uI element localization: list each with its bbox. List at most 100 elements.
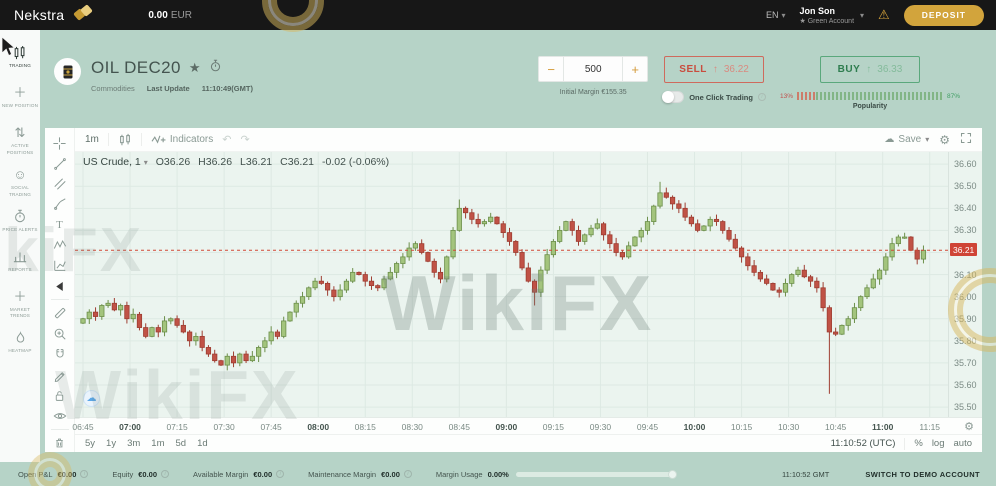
up-down-arrows-icon: ⇅ (14, 125, 26, 140)
price-tick: 35.60 (954, 379, 977, 390)
time-tick: 11:00 (872, 422, 894, 432)
legend-high: H36.26 (198, 156, 233, 168)
brand-logo-icon (72, 3, 94, 28)
plus-icon: ＋ (13, 85, 27, 100)
one-click-trading-toggle[interactable] (662, 91, 685, 103)
forecast-tool[interactable] (49, 257, 71, 275)
indicators-button[interactable]: Indicators (151, 133, 213, 146)
range-3m[interactable]: 3m (127, 438, 141, 449)
info-icon[interactable]: i (757, 93, 766, 101)
brush-tool[interactable] (49, 195, 71, 213)
current-price-label: 36.21 (950, 243, 978, 257)
info-icon[interactable]: i (80, 470, 89, 478)
undo-icon[interactable]: ↶ (222, 134, 232, 146)
last-update-value: 11:10:49(GMT) (201, 84, 253, 93)
quantity-input[interactable] (564, 56, 623, 82)
time-tick: 06:45 (72, 422, 94, 432)
scale-log-button[interactable]: log (931, 438, 945, 449)
save-layout-button[interactable]: ☁ Save ▾ (884, 134, 930, 145)
xabcd-pattern-tool[interactable] (49, 236, 71, 254)
price-tick: 36.10 (954, 269, 977, 280)
time-tick: 10:45 (825, 422, 847, 432)
time-axis[interactable]: ⚙ 06:45 07:00 07:15 07:30 07:45 08:00 08:15 08:… (72, 417, 982, 434)
magnet-tool[interactable] (49, 345, 71, 363)
time-tick: 07:15 (166, 422, 188, 432)
scale-auto-button[interactable]: auto (953, 438, 973, 449)
initial-margin: Initial Margin €155.35 (559, 89, 627, 96)
popularity-label: Popularity (852, 103, 888, 110)
range-1m[interactable]: 1m (151, 438, 165, 449)
topbar: Nekstra 0.00 EUR EN ▾ Jon Son ★ Green Acco… (0, 0, 996, 30)
sidebar-item-social-trading[interactable]: ☺ SOCIAL TRADING (8, 166, 32, 197)
lock-all-tool[interactable] (49, 386, 71, 404)
interval-selector[interactable]: 1m (85, 134, 99, 145)
instrument-category: Commodities (91, 84, 135, 93)
statusbar-item-value: €0.00 (138, 469, 158, 479)
sidebar-item-trading[interactable]: TRADING (0, 40, 40, 80)
arrow-tool[interactable] (49, 277, 71, 295)
chart-settings-gear-icon[interactable]: ⚙ (939, 132, 950, 147)
trend-line-tool[interactable] (49, 154, 71, 172)
statusbar-item: Available Margin €0.00 i (193, 469, 285, 479)
switch-account-button[interactable]: SWITCH TO DEMO ACCOUNT (865, 469, 980, 479)
deposit-button[interactable]: DEPOSIT (903, 4, 984, 26)
oil-barrel-icon (54, 58, 81, 85)
statusbar-item-value: €0.00 (253, 469, 273, 479)
price-tick: 35.70 (954, 357, 977, 368)
quantity-increase-button[interactable]: + (622, 56, 649, 82)
chart-plot-area[interactable]: US Crude, 1 ▾ O36.26 H36.26 L36.21 C36.2… (75, 152, 948, 417)
candle-style-selector[interactable] (118, 133, 132, 147)
zoom-in-tool[interactable] (49, 325, 71, 343)
publish-cloud-icon[interactable]: ☁ (83, 390, 100, 407)
range-1d[interactable]: 1d (197, 438, 208, 449)
redo-icon[interactable]: ↷ (240, 134, 250, 146)
crosshair-tool[interactable] (49, 134, 71, 152)
remove-all-tool[interactable] (49, 434, 71, 452)
sidebar-item-market-trends[interactable]: ＋ MARKET TRENDS (9, 288, 31, 319)
hide-all-tool[interactable] (49, 406, 71, 424)
info-icon[interactable]: i (161, 470, 170, 478)
info-icon[interactable]: i (276, 470, 285, 478)
sidebar-item-price-alerts[interactable]: PRICE ALERTS (0, 204, 40, 244)
sidebar-item-new-position[interactable]: ＋ NEW POSITION (1, 85, 39, 108)
user-menu[interactable]: Jon Son ★ Green Account ▾ (799, 6, 864, 25)
chart-panel: T (45, 128, 982, 452)
warning-icon[interactable]: ⚠ (878, 7, 890, 22)
info-icon[interactable]: i (403, 470, 412, 478)
price-axis[interactable]: 36.6036.5036.4036.3036.2036.1036.0035.90… (948, 152, 982, 417)
buy-button[interactable]: BUY ↑ 36.33 (819, 56, 920, 83)
legend-symbol[interactable]: US Crude, 1 ▾ (83, 156, 148, 168)
parallel-channel-tool[interactable] (49, 175, 71, 193)
time-tick: 08:15 (354, 422, 376, 432)
quantity-decrease-button[interactable]: − (538, 56, 565, 82)
time-tick: 07:45 (260, 422, 282, 432)
statusbar-item: Open P&L €0.00 i (18, 470, 89, 479)
drawing-mode-tool[interactable] (49, 366, 71, 384)
language-selector[interactable]: EN ▾ (765, 10, 786, 20)
scale-percent-button[interactable]: % (914, 438, 923, 449)
alert-stopwatch-icon[interactable] (209, 59, 222, 77)
range-selector: 5y 1y 3m 1m 5d 1d (85, 438, 208, 449)
fullscreen-icon[interactable] (960, 132, 972, 147)
chart-clock[interactable]: 11:10:52 (UTC) (830, 438, 896, 449)
price-tick: 36.40 (954, 203, 977, 214)
axis-settings-gear-icon[interactable]: ⚙ (964, 421, 974, 433)
sidebar-item-heatmap[interactable]: HEATMAP (0, 325, 40, 365)
chevron-down-icon: ▾ (925, 135, 930, 144)
price-tick: 36.30 (954, 225, 977, 236)
price-tick: 35.90 (954, 313, 977, 324)
legend-open: O36.26 (155, 156, 191, 168)
sell-button[interactable]: SELL ↑ 36.22 (664, 56, 765, 83)
range-5d[interactable]: 5d (175, 438, 187, 449)
time-tick: 07:30 (213, 422, 235, 432)
range-1y[interactable]: 1y (106, 438, 117, 449)
margin-usage-bar (515, 469, 677, 479)
statusbar-time: 11:10:52 GMT (781, 469, 830, 479)
range-5y[interactable]: 5y (85, 438, 96, 449)
mouse-cursor (1, 36, 16, 57)
sidebar-item-active-positions[interactable]: ⇅ ACTIVE POSITIONS (6, 125, 34, 155)
text-tool[interactable]: T (56, 218, 63, 231)
favorite-star-icon[interactable]: ★ (188, 60, 201, 75)
ruler-tool[interactable] (49, 304, 71, 322)
sidebar-item-reports[interactable]: REPORTS (0, 244, 40, 284)
